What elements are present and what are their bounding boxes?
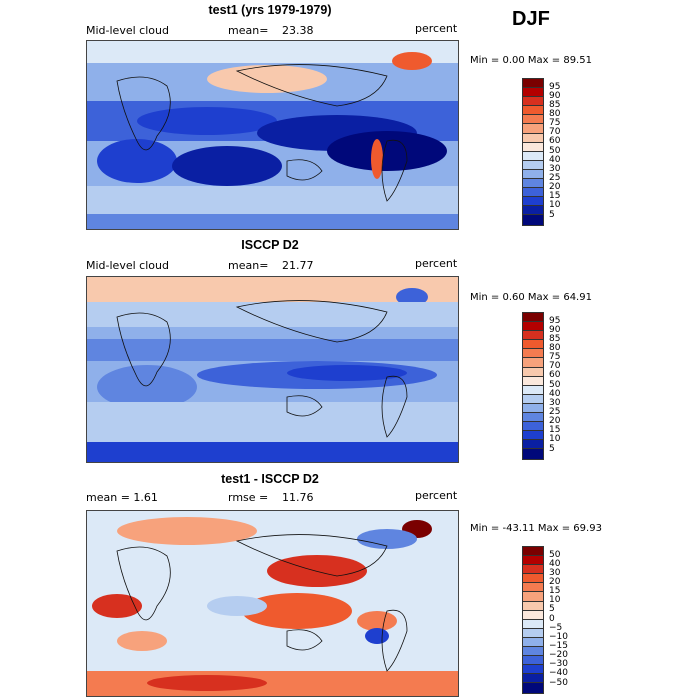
panel2-mean-value: 21.77 [282, 259, 314, 272]
panel1-map [86, 40, 459, 230]
panel2-tick: 40 [549, 389, 561, 399]
panel3-tick: 10 [549, 595, 561, 605]
panel3-title: test1 - ISCCP D2 [221, 472, 319, 486]
panel1-units: percent [415, 22, 458, 35]
panel2-tick: 95 [549, 316, 561, 326]
panel1-tick: 60 [549, 136, 561, 146]
panel1-variable-label: Mid-level cloud [86, 24, 169, 37]
panel3-tick: 50 [549, 550, 561, 560]
panel3-rmse-value: 11.76 [282, 491, 314, 504]
panel3-minmax: Min = -43.11 Max = 69.93 [470, 523, 602, 534]
season-label: DJF [512, 8, 550, 30]
panel3-map [86, 510, 459, 697]
panel2-map [86, 276, 459, 463]
panel2-variable-label: Mid-level cloud [86, 259, 169, 272]
panel1-tick: 30 [549, 164, 561, 174]
panel2-tick: 60 [549, 370, 561, 380]
panel2-title: ISCCP D2 [241, 238, 299, 252]
panel2-tick: 25 [549, 407, 561, 417]
panel2-tick: 50 [549, 380, 561, 390]
panel1-tick: 70 [549, 127, 561, 137]
panel1-tick: 40 [549, 155, 561, 165]
panel2-tick: 90 [549, 325, 561, 335]
panel2-tick: 80 [549, 343, 561, 353]
panel2-tick: 5 [549, 444, 555, 454]
panel1-colorbar [522, 78, 544, 226]
panel3-tick: −30 [549, 659, 568, 669]
panel3-units: percent [415, 489, 458, 502]
panel3-tick: −10 [549, 632, 568, 642]
panel3-tick: 40 [549, 559, 561, 569]
panel1-tick: 90 [549, 91, 561, 101]
panel2-tick: 70 [549, 361, 561, 371]
panel1-tick: 50 [549, 146, 561, 156]
panel2-tick: 10 [549, 434, 561, 444]
panel3-tick: −15 [549, 641, 568, 651]
panel1-tick: 75 [549, 118, 561, 128]
panel1-title: test1 (yrs 1979-1979) [208, 3, 332, 17]
panel3-colorbar [522, 546, 544, 694]
panel3-tick: 30 [549, 568, 561, 578]
panel3-tick: 20 [549, 577, 561, 587]
panel3-map-graphic [87, 511, 458, 696]
panel1-tick: 15 [549, 191, 561, 201]
panel1-map-graphic [87, 41, 458, 229]
panel3-tick: 15 [549, 586, 561, 596]
panel3-tick: −40 [549, 668, 568, 678]
panel2-tick: 75 [549, 352, 561, 362]
panel1-minmax: Min = 0.00 Max = 89.51 [470, 55, 592, 66]
panel1-mean-value: 23.38 [282, 24, 314, 37]
panel1-tick: 80 [549, 109, 561, 119]
panel1-tick: 20 [549, 182, 561, 192]
panel1-tick: 5 [549, 210, 555, 220]
panel2-tick: 20 [549, 416, 561, 426]
panel1-tick: 85 [549, 100, 561, 110]
panel3-tick: −5 [549, 623, 563, 633]
panel2-mean-label: mean= [228, 259, 269, 272]
panel3-rmse-label: rmse = [228, 491, 269, 504]
panel1-tick: 25 [549, 173, 561, 183]
panel3-tick: 5 [549, 604, 555, 614]
panel2-minmax: Min = 0.60 Max = 64.91 [470, 292, 592, 303]
panel3-tick: −20 [549, 650, 568, 660]
panel3-tick: −50 [549, 678, 568, 688]
panel1-mean-label: mean= [228, 24, 269, 37]
panel2-units: percent [415, 257, 458, 270]
panel2-map-graphic [87, 277, 458, 462]
panel3-mean-label: mean = 1.61 [86, 491, 158, 504]
panel1-tick: 10 [549, 200, 561, 210]
panel2-colorbar [522, 312, 544, 460]
panel2-tick: 15 [549, 425, 561, 435]
panel1-tick: 95 [549, 82, 561, 92]
panel2-tick: 85 [549, 334, 561, 344]
panel3-tick: 0 [549, 614, 555, 624]
panel2-tick: 30 [549, 398, 561, 408]
